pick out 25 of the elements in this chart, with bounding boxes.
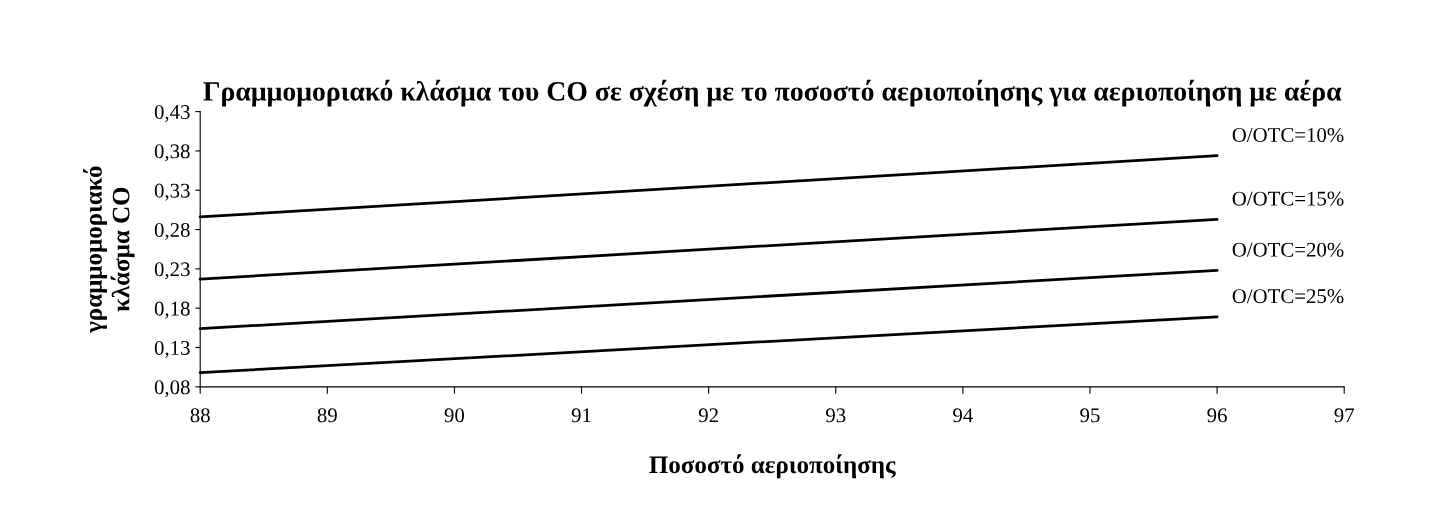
chart-title: Γραμμομοριακό κλάσμα του CO σε σχέση με το ποσοστό αεριοποίησης για αεριοποίηση με αέρα <box>203 79 1342 107</box>
y-tick-label: 0,13 <box>154 340 190 358</box>
x-tick-label: 91 <box>571 408 591 423</box>
x-tick-label: 88 <box>190 408 210 423</box>
y-tick-label: 0,23 <box>154 262 190 280</box>
x-tick-label: 90 <box>444 408 465 423</box>
series-label: O/OTC=15% <box>1232 191 1344 206</box>
y-tick-label: 0,18 <box>154 301 190 319</box>
y-tick-label: 0,43 <box>154 104 190 123</box>
x-tick-label: 95 <box>1080 408 1100 423</box>
x-tick-label: 97 <box>1334 408 1355 423</box>
y-tick-label: 0,08 <box>154 380 190 398</box>
x-tick-label: 93 <box>826 408 846 423</box>
series-label: O/OTC=25% <box>1232 289 1344 304</box>
x-tick-label: 92 <box>698 408 718 423</box>
x-tick-label: 89 <box>317 408 337 423</box>
x-tick-label: 96 <box>1207 408 1227 423</box>
series-label: O/OTC=20% <box>1232 242 1344 257</box>
y-tick-label: 0,33 <box>154 183 190 201</box>
y-tick-label: 0,38 <box>154 144 190 162</box>
x-tick-label: 94 <box>953 408 973 423</box>
y-tick-label: 0,28 <box>154 222 190 240</box>
series-label: O/OTC=10% <box>1232 127 1344 143</box>
y-axis-title: γραμμομοριακό κλάσμα CO <box>83 166 135 333</box>
x-axis-title: Ποσοστό αεριοποίησης <box>649 454 896 479</box>
